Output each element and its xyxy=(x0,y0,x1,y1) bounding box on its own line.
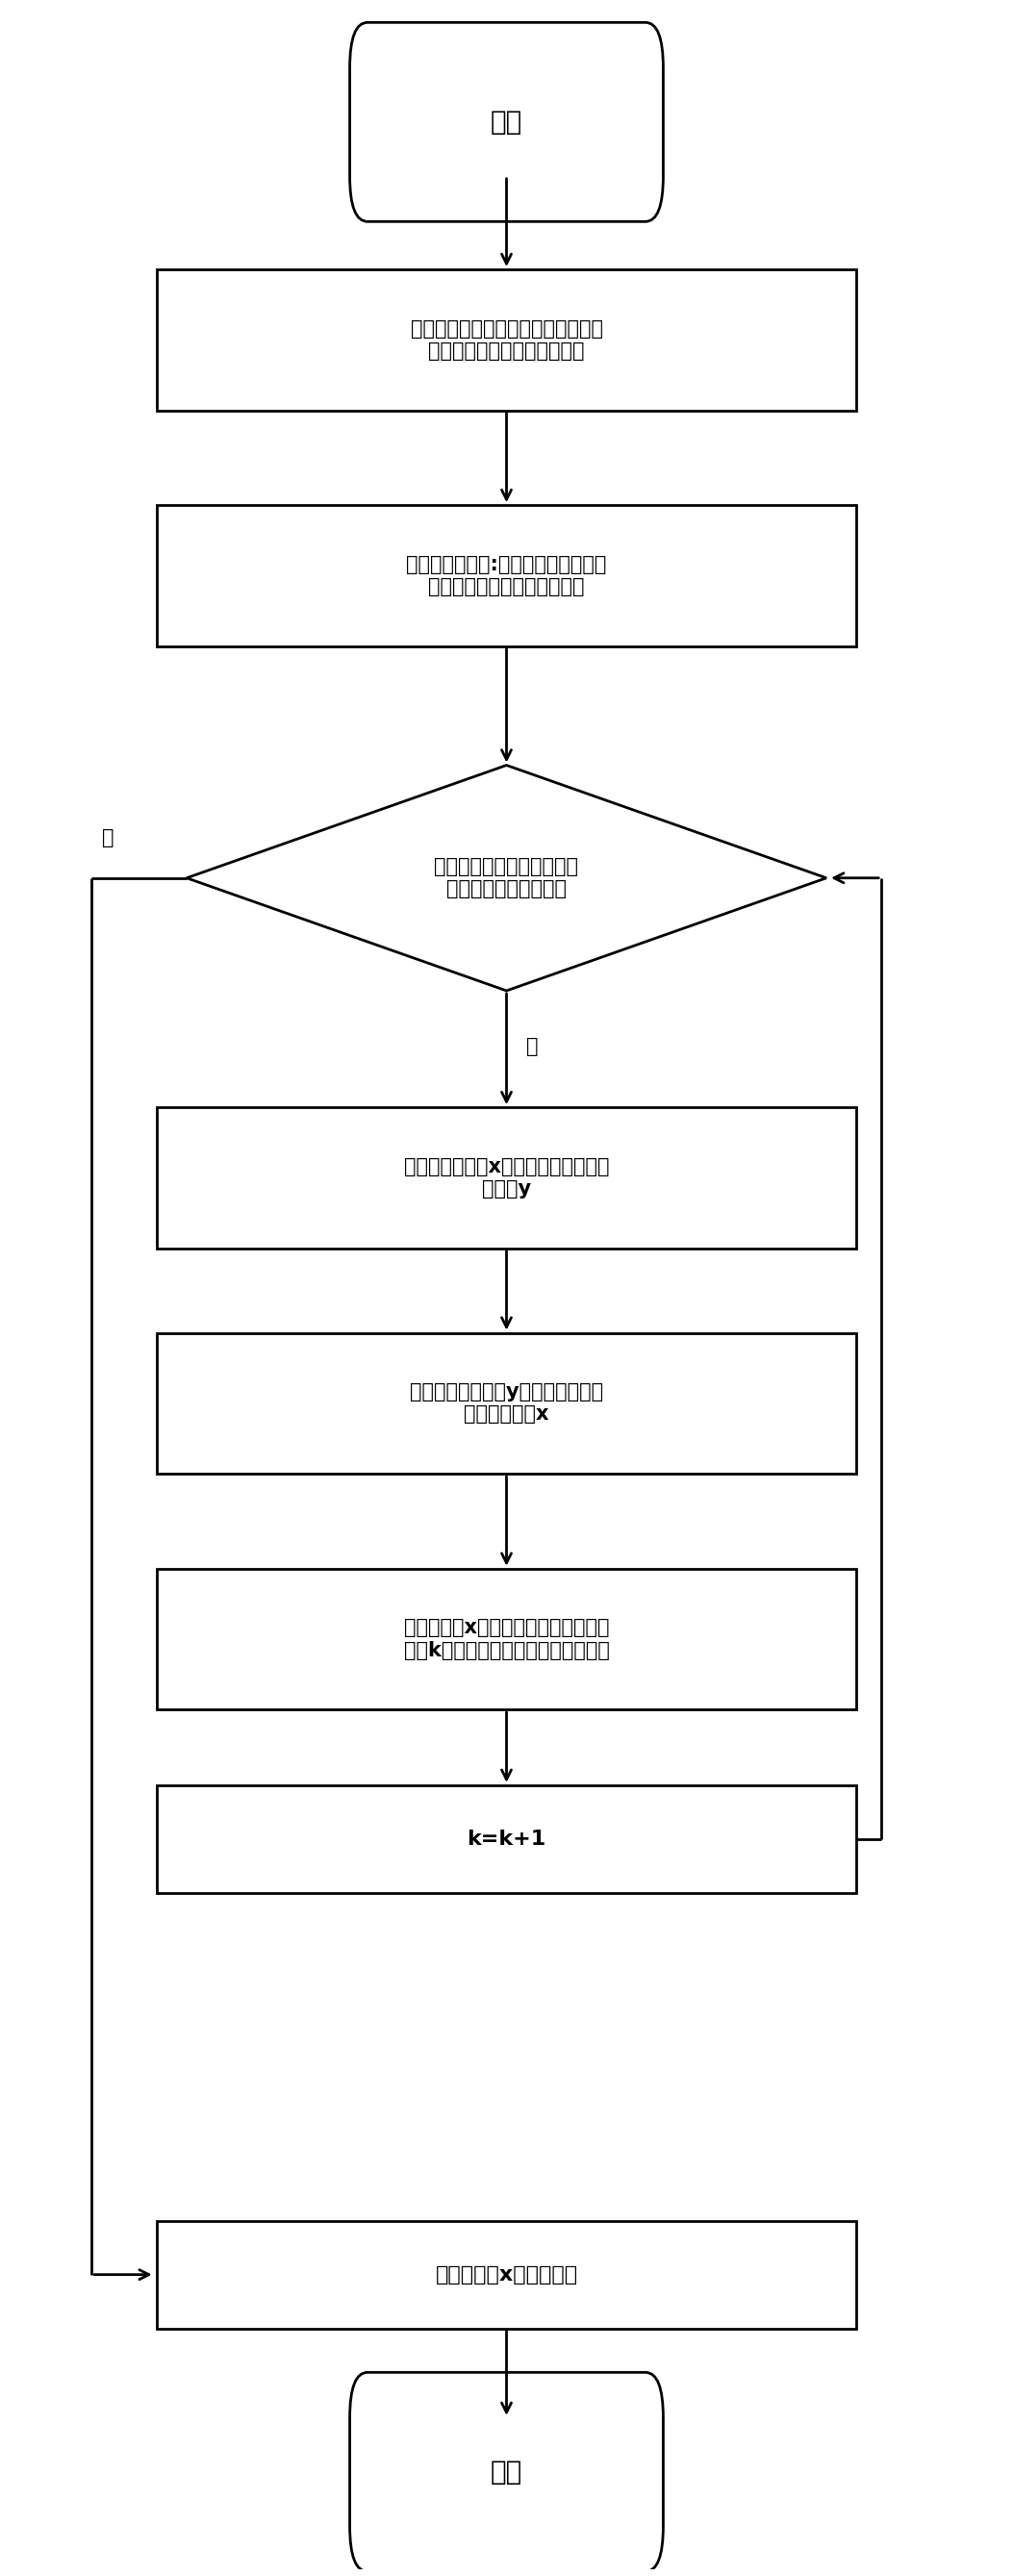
Text: 开始: 开始 xyxy=(490,108,523,137)
Text: 对上一步所得解x进行加速收敛的预处
理得到y: 对上一步所得解x进行加速收敛的预处 理得到y xyxy=(404,1157,609,1198)
Bar xyxy=(157,2221,856,2329)
Bar xyxy=(157,1108,856,1249)
Text: 否: 否 xyxy=(527,1038,539,1056)
FancyBboxPatch shape xyxy=(349,2372,664,2571)
Text: k=k+1: k=k+1 xyxy=(467,1829,546,1850)
Bar xyxy=(157,1569,856,1710)
Text: 结束: 结束 xyxy=(490,2458,523,2486)
Text: 对预处理之后的解y进行阈值迭代计
算，得到新的x: 对预处理之后的解y进行阈值迭代计 算，得到新的x xyxy=(409,1383,604,1425)
Bar xyxy=(157,1785,856,1893)
Text: 计算新的解x中非零元素的个数更新稀
疏度k，得到下一步迭代中使用的阈值: 计算新的解x中非零元素的个数更新稀 疏度k，得到下一步迭代中使用的阈值 xyxy=(403,1618,610,1659)
Polygon shape xyxy=(186,765,827,992)
Bar xyxy=(157,270,856,410)
Bar xyxy=(157,1332,856,1473)
Text: 根据被测场域，获取重建所需的相对
边界测量值向量和灵敏度矩阵: 根据被测场域，获取重建所需的相对 边界测量值向量和灵敏度矩阵 xyxy=(410,319,603,361)
Text: 根据所求解x，完成成像: 根据所求解x，完成成像 xyxy=(436,2264,577,2285)
FancyBboxPatch shape xyxy=(349,23,664,222)
Bar xyxy=(157,505,856,647)
Text: 是: 是 xyxy=(101,827,113,848)
Text: 判断当前解和上一循环的解
的残差是否小于预设值: 判断当前解和上一循环的解 的残差是否小于预设值 xyxy=(435,858,578,899)
Text: 设置初始化参数:初始稀疏度，正则化
参数，迭代终止条件，初始解: 设置初始化参数:初始稀疏度，正则化 参数，迭代终止条件，初始解 xyxy=(406,554,607,598)
